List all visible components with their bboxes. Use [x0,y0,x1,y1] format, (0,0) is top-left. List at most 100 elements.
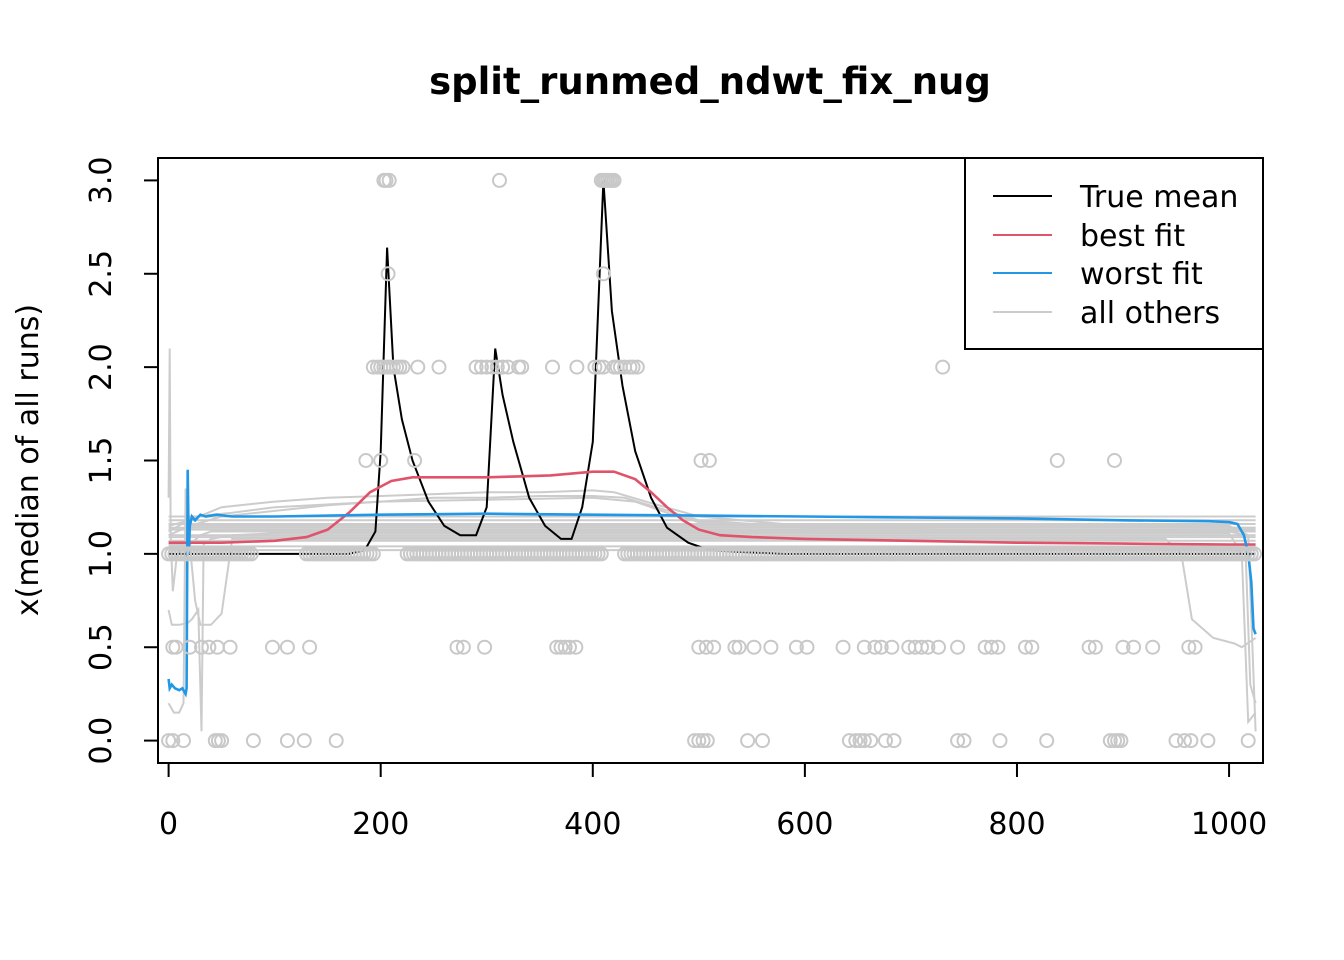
data-point-58 [201,639,217,655]
data-point-122 [852,733,868,749]
data-point-117 [699,733,715,749]
data-point-56 [182,639,198,655]
data-point-70 [562,639,577,655]
data-point-88 [914,639,929,655]
data-point-111 [279,733,295,749]
x-tick-label-600: 600 [776,807,833,842]
y-tick-label-3: 1.5 [84,437,119,485]
data-point-166 [243,546,259,562]
x-tick-label-400: 400 [564,807,621,842]
data-point-28 [484,359,500,375]
data-point-115 [691,733,707,749]
data-point-35 [569,359,585,375]
y-tick-label-1: 0.5 [84,623,119,671]
data-point-84 [873,639,889,655]
y-tick-label-5: 2.5 [84,250,119,298]
data-point-75 [727,639,743,655]
other-run-line-2 [167,488,1257,732]
data-point-134 [1113,733,1129,749]
data-point-80 [799,639,815,655]
data-point-79 [788,639,804,655]
data-point-94 [990,639,1006,655]
data-point-82 [856,639,872,655]
data-point-27 [479,359,495,375]
data-point-121 [848,733,864,749]
data-point-99 [1115,639,1131,655]
data-point-45 [629,359,645,375]
data-point-53 [1107,453,1122,468]
data-point-51 [701,453,717,468]
data-point-76 [731,639,747,655]
y-tick-label-0: 0.0 [84,717,119,765]
data-point-97 [1081,639,1097,655]
x-tick-label-200: 200 [352,807,409,842]
other-run-line-3 [168,537,1257,649]
data-point-109 [214,733,230,749]
data-point-112 [296,733,312,749]
data-point-81 [835,639,851,655]
data-point-12 [595,266,611,282]
data-point-125 [878,733,893,749]
data-point-95 [1018,639,1033,655]
data-point-126 [886,733,902,749]
legend: True mean best fit worst fit all others [964,157,1264,350]
data-point-83 [867,639,883,655]
data-point-52 [1049,453,1065,468]
data-point-72 [691,639,707,655]
true-mean-line [168,180,1256,555]
x-tick-label-800: 800 [988,807,1045,842]
legend-label-true-mean: True mean [1079,180,1238,215]
data-point-103 [1187,639,1203,655]
data-point-57 [194,639,209,655]
data-point-139 [1240,733,1256,749]
data-point-49 [407,453,423,468]
data-point-116 [695,733,711,749]
data-point-98 [1087,639,1103,655]
worst-fit-line [167,469,1257,698]
data-point-131 [1102,733,1118,749]
data-point-93 [984,639,999,655]
data-point-101 [1145,639,1161,655]
data-point-25 [468,359,484,375]
legend-label-best-fit: best fit [1080,219,1185,254]
other-run-line-6 [168,496,1256,533]
y-tick-label-6: 3.0 [84,157,119,205]
data-point-22 [395,359,411,375]
plot-points [161,172,1262,749]
data-point-100 [1126,639,1142,655]
data-point-105 [165,733,181,749]
data-point-29 [489,359,505,375]
data-point-60 [222,639,238,655]
data-point-136 [1177,733,1192,749]
legend-label-worst-fit: worst fit [1080,257,1203,292]
other-run-line-1 [167,532,1257,732]
data-point-127 [950,733,966,749]
data-point-113 [328,733,344,749]
data-point-47 [358,453,374,468]
data-point-73 [698,639,714,655]
data-point-120 [841,733,857,749]
data-point-63 [302,639,318,655]
data-point-37 [591,359,607,375]
data-point-3 [492,172,507,188]
data-point-44 [625,359,641,375]
data-point-124 [863,733,879,749]
data-point-188 [365,546,381,562]
data-point-110 [245,733,261,749]
data-point-50 [693,453,709,468]
data-point-138 [1200,733,1216,749]
data-point-23 [410,359,426,375]
data-point-48 [373,453,389,468]
data-point-74 [706,639,722,655]
data-point-85 [884,639,900,655]
data-point-33 [514,359,530,375]
data-point-11 [380,266,396,282]
data-point-68 [553,639,569,655]
data-point-118 [740,733,756,749]
data-point-24 [431,359,447,375]
data-point-78 [763,639,779,655]
data-point-96 [1024,639,1040,655]
plot-lines [167,180,1257,732]
data-point-90 [931,639,946,655]
